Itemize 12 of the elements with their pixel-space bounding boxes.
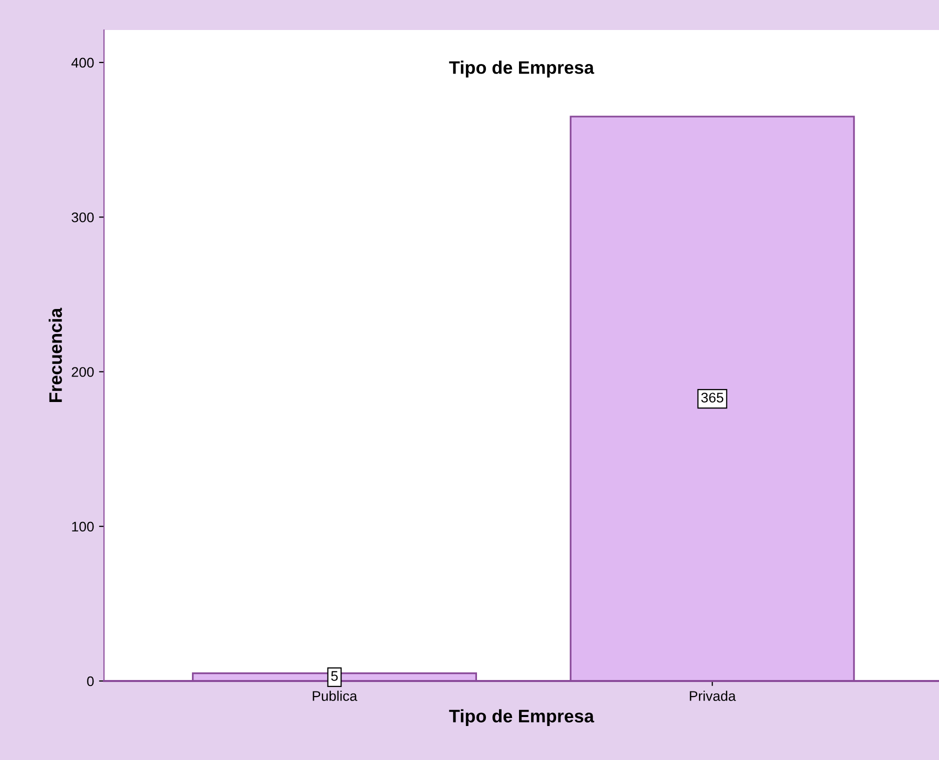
- y-tick-label: 300: [72, 212, 94, 222]
- y-tick-label: 100: [72, 522, 94, 532]
- y-tick-label: 0: [87, 676, 94, 686]
- y-tick-label: 200: [72, 367, 94, 377]
- x-tick-label: Privada: [690, 690, 736, 701]
- y-axis-title: Frecuencia: [48, 308, 62, 402]
- data-label: 365: [701, 392, 724, 403]
- text: Tipo de Empresa: [449, 60, 594, 78]
- y-tick-label: 400: [71, 58, 94, 68]
- data-label: 5: [331, 671, 338, 681]
- x-axis-title: Tipo de Empresa: [449, 709, 594, 726]
- x-tick-label: Publica: [312, 690, 358, 701]
